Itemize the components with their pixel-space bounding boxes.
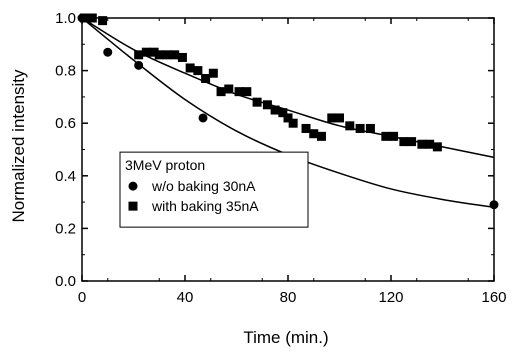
x-tick-label: 0: [78, 289, 86, 306]
fit-curve-series-2: [81, 17, 495, 159]
data-point-square: [381, 131, 391, 141]
data-point-square: [185, 63, 195, 73]
data-point-circle: [489, 200, 499, 210]
y-tick-label: 0.4: [55, 168, 76, 185]
legend-entry-1: w/o baking 30nA: [151, 178, 256, 194]
data-point-square: [242, 87, 252, 97]
data-point-square: [389, 131, 399, 141]
data-point-square: [262, 100, 272, 110]
data-point-square: [335, 113, 344, 123]
data-point-square: [141, 47, 151, 57]
data-point-square: [149, 47, 159, 57]
data-point-square: [87, 13, 97, 23]
y-tick-label: 1.0: [55, 10, 76, 27]
data-point-square: [193, 66, 203, 76]
data-point-square: [98, 16, 108, 26]
legend-square-marker: [128, 201, 138, 211]
legend-entry-2: with baking 35nA: [151, 198, 259, 214]
data-point-square: [162, 50, 172, 60]
data-point-square: [208, 68, 218, 78]
data-point-square: [407, 137, 417, 147]
y-tick-label: 0.8: [55, 63, 76, 80]
axis-ticks: 0 40 80 120 160 0.0 0.2 0.4 0.6 0.8 1.0: [55, 10, 506, 306]
y-tick-label: 0.6: [55, 115, 76, 132]
data-point-square: [216, 87, 226, 97]
x-axis-label: Time (min.): [243, 328, 328, 347]
plot-area: [81, 17, 495, 282]
data-point-circle: [134, 60, 144, 70]
x-tick-label: 120: [378, 289, 403, 306]
data-point-square: [316, 131, 326, 141]
x-tick-label: 80: [280, 289, 297, 306]
x-tick-label: 160: [481, 289, 506, 306]
data-point-square: [288, 118, 298, 128]
data-point-square: [417, 139, 427, 149]
data-point-square: [201, 73, 211, 83]
data-point-square: [170, 50, 180, 60]
data-point-square: [365, 123, 375, 133]
data-point-square: [345, 121, 355, 131]
data-point-square: [224, 84, 234, 94]
legend: 3MeV proton w/o baking 30nA with baking 35…: [119, 151, 309, 228]
data-point-square: [234, 87, 244, 97]
data-point-square: [425, 139, 435, 149]
data-point-square: [355, 123, 365, 133]
data-point-square: [283, 113, 293, 123]
data-point-square: [432, 142, 442, 152]
data-point-square: [177, 52, 187, 62]
data-point-square: [154, 50, 164, 60]
legend-title: 3MeV proton: [125, 157, 205, 173]
data-point-square: [327, 113, 337, 123]
x-tick-label: 40: [177, 289, 194, 306]
data-point-circle: [103, 47, 113, 57]
data-point-square: [278, 108, 288, 118]
y-tick-label: 0.2: [55, 220, 76, 237]
data-point-square: [252, 97, 262, 107]
data-point-square: [270, 105, 280, 115]
data-point-circle: [198, 113, 208, 123]
data-point-square: [309, 129, 319, 139]
plot-frame: [81, 17, 495, 282]
data-markers: [77, 13, 499, 210]
y-tick-label: 0.0: [55, 273, 76, 290]
data-point-square: [134, 50, 144, 60]
data-point-square: [399, 137, 409, 147]
data-point-square: [301, 123, 311, 133]
legend-circle-marker: [128, 181, 138, 191]
y-axis-label: Normalized intensity: [9, 69, 28, 223]
legend-box: [119, 151, 309, 228]
